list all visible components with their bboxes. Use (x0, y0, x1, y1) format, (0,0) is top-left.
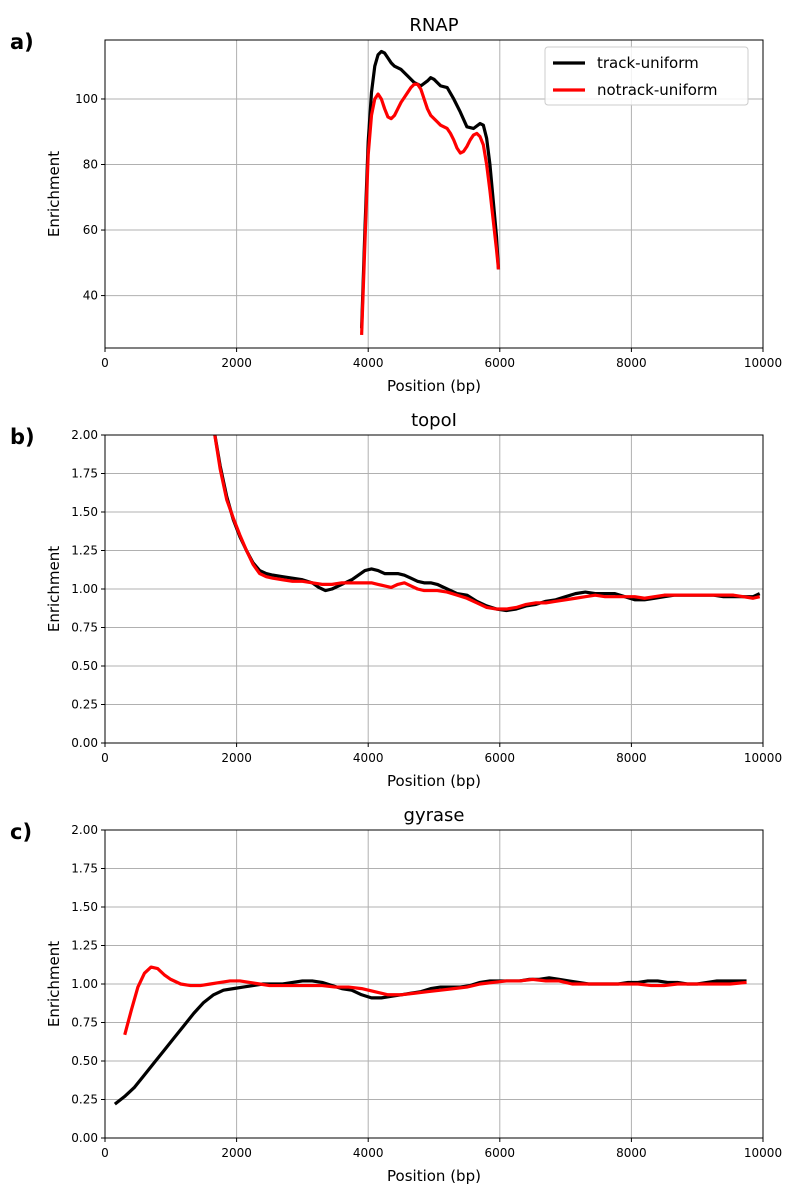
panel-letter: b) (10, 425, 35, 449)
chart-panel-2: 0 2000 4000 6000 8000 10000 0.00 0.25 0.50 0.75 1.… (10, 410, 782, 790)
x-tick-label: 10000 (744, 751, 782, 765)
x-tick-label: 4000 (353, 1146, 384, 1160)
y-tick-label: 2.00 (71, 428, 98, 442)
x-tick-label: 0 (101, 751, 109, 765)
y-tick-label: 80 (83, 158, 98, 172)
x-tick-label: 8000 (616, 751, 647, 765)
series-line-notrack-uniform (123, 965, 747, 1036)
y-axis-label: Enrichment (45, 546, 63, 632)
y-tick-label: 0.50 (71, 659, 98, 673)
x-tick-label: 0 (101, 356, 109, 370)
y-tick-label: 0.75 (71, 621, 98, 635)
chart-title: gyrase (404, 805, 465, 826)
chart-title: topoI (411, 410, 457, 431)
y-tick-label: 100 (75, 92, 98, 106)
y-tick-label: 1.25 (71, 939, 98, 953)
x-tick-label: 0 (101, 1146, 109, 1160)
x-axis-label: Position (bp) (387, 772, 481, 790)
x-tick-label: 10000 (744, 1146, 782, 1160)
x-tick-label: 10000 (744, 356, 782, 370)
panel-letter: a) (10, 30, 34, 54)
y-tick-label: 2.00 (71, 823, 98, 837)
y-tick-label: 1.50 (71, 505, 98, 519)
chart-title: RNAP (409, 15, 458, 36)
legend: track-uniform notrack-uniform (544, 46, 749, 106)
y-tick-label: 40 (83, 289, 98, 303)
x-tick-label: 2000 (221, 751, 252, 765)
y-tick-label: 60 (83, 223, 98, 237)
series-line-track-uniform (360, 49, 501, 329)
x-tick-label: 6000 (485, 1146, 516, 1160)
series-line-track-uniform (213, 435, 761, 613)
series-line-notrack-uniform (213, 435, 761, 611)
x-axis-label: Position (bp) (387, 377, 481, 395)
x-tick-label: 4000 (353, 356, 384, 370)
y-tick-label: 0.00 (71, 1131, 98, 1145)
legend-label-track-uniform: track-uniform (597, 54, 699, 72)
x-tick-label: 6000 (485, 751, 516, 765)
x-tick-label: 2000 (221, 1146, 252, 1160)
y-tick-label: 1.75 (71, 862, 98, 876)
y-axis-label: Enrichment (45, 941, 63, 1027)
series-line-track-uniform (113, 976, 747, 1106)
axes-frame (104, 39, 764, 349)
x-tick-label: 8000 (616, 356, 647, 370)
y-tick-label: 1.25 (71, 544, 98, 558)
x-tick-label: 6000 (485, 356, 516, 370)
y-tick-label: 1.50 (71, 900, 98, 914)
x-tick-label: 8000 (616, 1146, 647, 1160)
y-tick-label: 0.25 (71, 1093, 98, 1107)
y-tick-label: 0.00 (71, 736, 98, 750)
y-axis-label: Enrichment (45, 151, 63, 237)
y-tick-label: 0.50 (71, 1054, 98, 1068)
x-tick-label: 4000 (353, 751, 384, 765)
chart-panel-1: 0 2000 4000 6000 8000 10000 40 60 80 100 RNAP Posit… (10, 15, 782, 395)
legend-label-notrack-uniform: notrack-uniform (597, 81, 717, 99)
x-tick-label: 2000 (221, 356, 252, 370)
panel-letter: c) (10, 820, 32, 844)
y-tick-label: 1.75 (71, 467, 98, 481)
x-axis-label: Position (bp) (387, 1167, 481, 1185)
legend-box (544, 46, 749, 106)
y-tick-label: 1.00 (71, 582, 98, 596)
y-tick-label: 0.25 (71, 698, 98, 712)
y-tick-label: 0.75 (71, 1016, 98, 1030)
series-line-notrack-uniform (360, 82, 501, 335)
y-tick-label: 1.00 (71, 977, 98, 991)
chart-panel-3: 0 2000 4000 6000 8000 10000 0.00 0.25 0.50 0.75 1.… (10, 805, 782, 1185)
